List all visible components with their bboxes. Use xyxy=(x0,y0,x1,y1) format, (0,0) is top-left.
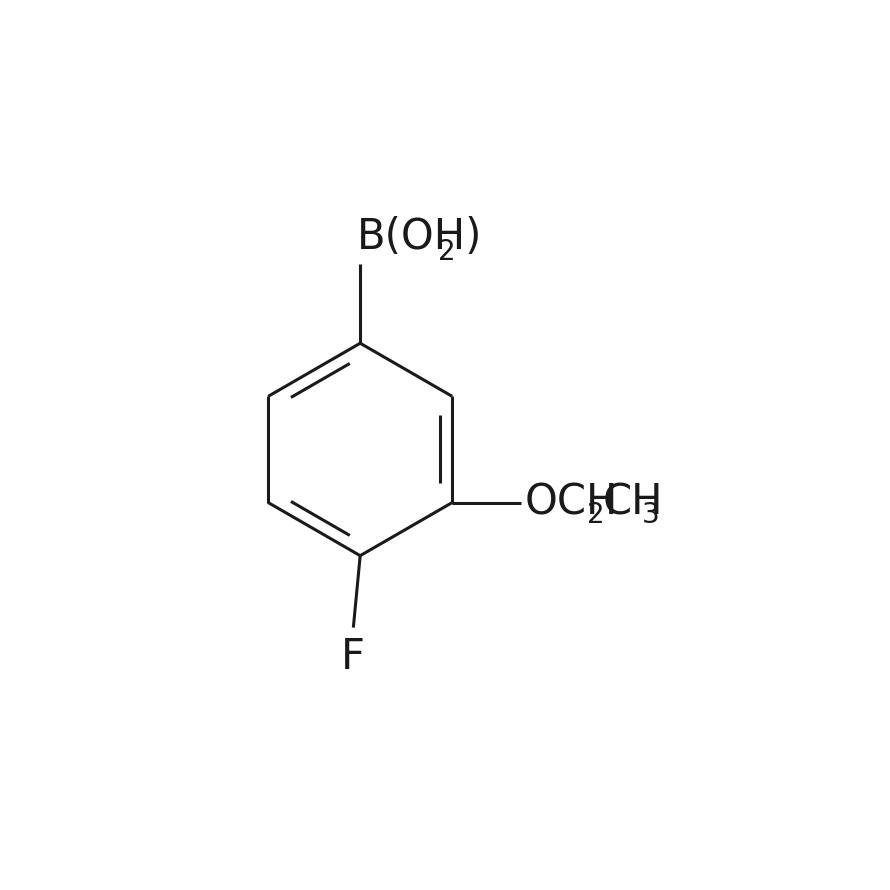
Text: OCH: OCH xyxy=(524,481,618,523)
Text: CH: CH xyxy=(603,481,663,523)
Text: 2: 2 xyxy=(438,238,456,266)
Text: 2: 2 xyxy=(587,501,605,529)
Text: F: F xyxy=(342,635,365,678)
Text: B(OH): B(OH) xyxy=(357,215,482,257)
Text: 3: 3 xyxy=(642,501,659,529)
